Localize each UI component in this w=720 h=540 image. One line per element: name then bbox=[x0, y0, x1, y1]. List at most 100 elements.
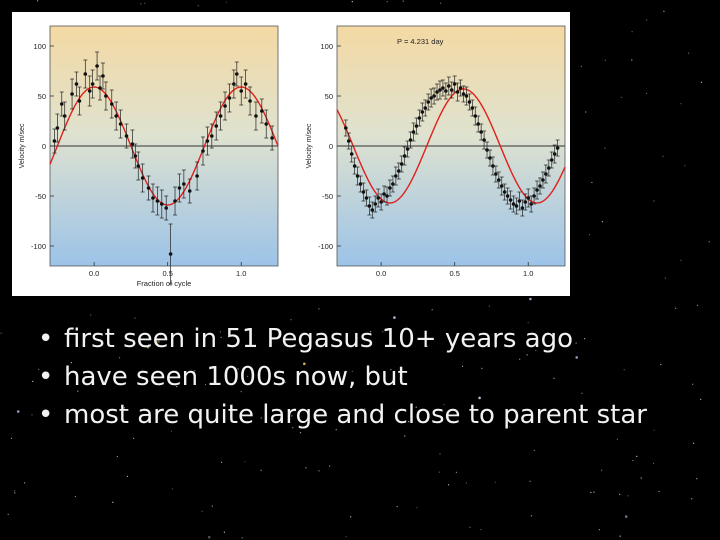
x-tick-label: 0.5 bbox=[162, 269, 172, 278]
star bbox=[708, 241, 710, 243]
star bbox=[7, 513, 9, 515]
star bbox=[221, 461, 223, 463]
data-point bbox=[104, 94, 108, 98]
data-point bbox=[544, 172, 548, 176]
data-point bbox=[264, 122, 269, 126]
star bbox=[244, 461, 246, 463]
star bbox=[601, 221, 603, 223]
data-point bbox=[517, 199, 522, 203]
star bbox=[438, 471, 440, 473]
star bbox=[31, 414, 33, 416]
star bbox=[382, 331, 384, 333]
data-point bbox=[497, 178, 501, 182]
star bbox=[37, 0, 39, 2]
data-point bbox=[485, 148, 489, 152]
star bbox=[680, 259, 682, 261]
data-point bbox=[394, 174, 398, 178]
star bbox=[684, 165, 686, 167]
data-point bbox=[482, 138, 486, 142]
data-point bbox=[55, 126, 60, 130]
star bbox=[148, 343, 150, 345]
data-point bbox=[159, 202, 164, 206]
data-point bbox=[118, 122, 123, 126]
data-point bbox=[218, 114, 223, 118]
data-point bbox=[491, 164, 495, 168]
data-point bbox=[523, 200, 528, 204]
data-point bbox=[130, 142, 135, 146]
star bbox=[619, 493, 621, 495]
data-point bbox=[388, 186, 392, 190]
star bbox=[693, 442, 695, 444]
star bbox=[278, 330, 280, 332]
star bbox=[38, 368, 40, 370]
star bbox=[194, 370, 196, 372]
data-point bbox=[541, 178, 545, 182]
star bbox=[636, 455, 638, 457]
star bbox=[393, 316, 396, 319]
star bbox=[14, 490, 16, 492]
star bbox=[575, 356, 578, 359]
star bbox=[623, 369, 625, 371]
star bbox=[303, 362, 306, 366]
star bbox=[696, 478, 698, 480]
star bbox=[509, 426, 511, 428]
star bbox=[530, 515, 533, 517]
data-point bbox=[444, 89, 448, 93]
star bbox=[170, 430, 173, 432]
star bbox=[290, 319, 292, 321]
star bbox=[70, 362, 72, 364]
data-point bbox=[426, 100, 431, 104]
star bbox=[32, 380, 34, 382]
data-point bbox=[232, 82, 236, 86]
data-point bbox=[505, 194, 510, 198]
data-point bbox=[549, 158, 554, 162]
data-point bbox=[59, 102, 64, 106]
star bbox=[478, 396, 481, 400]
star bbox=[529, 297, 532, 301]
data-point bbox=[402, 154, 407, 158]
star bbox=[653, 462, 655, 464]
bullet-dot: • bbox=[38, 400, 54, 430]
star bbox=[604, 147, 606, 149]
data-point bbox=[133, 154, 138, 158]
x-axis-label: Fraction of cycle bbox=[137, 279, 192, 288]
star bbox=[481, 367, 483, 369]
data-point bbox=[423, 106, 428, 110]
data-point bbox=[494, 172, 498, 176]
data-point bbox=[367, 204, 372, 208]
star bbox=[160, 334, 162, 336]
star bbox=[439, 453, 441, 455]
data-point bbox=[467, 100, 472, 104]
data-point bbox=[385, 194, 389, 198]
data-point bbox=[470, 106, 475, 110]
star bbox=[494, 481, 496, 483]
data-point bbox=[420, 110, 425, 114]
star bbox=[90, 314, 92, 316]
data-point bbox=[164, 206, 169, 210]
star bbox=[581, 392, 583, 394]
star bbox=[335, 429, 337, 431]
star bbox=[350, 516, 352, 518]
star bbox=[529, 480, 531, 482]
bullet-text: first seen in 51 Pegasus 10+ years ago bbox=[64, 324, 573, 354]
star bbox=[469, 526, 471, 528]
star bbox=[663, 10, 665, 12]
data-point bbox=[552, 152, 557, 156]
star bbox=[640, 477, 642, 479]
star bbox=[620, 96, 622, 98]
star bbox=[535, 349, 537, 352]
data-point bbox=[352, 164, 357, 168]
star bbox=[604, 59, 606, 61]
data-point bbox=[243, 82, 248, 86]
star bbox=[590, 491, 592, 494]
data-point bbox=[382, 192, 386, 196]
data-point bbox=[364, 196, 369, 200]
star bbox=[260, 469, 262, 471]
data-point bbox=[260, 109, 264, 113]
star bbox=[691, 498, 693, 500]
star bbox=[692, 383, 694, 385]
x-tick-label: 1.0 bbox=[523, 269, 533, 278]
star bbox=[688, 52, 690, 54]
y-tick-label: -50 bbox=[35, 192, 46, 201]
bullet-text: most are quite large and close to parent… bbox=[64, 400, 647, 430]
